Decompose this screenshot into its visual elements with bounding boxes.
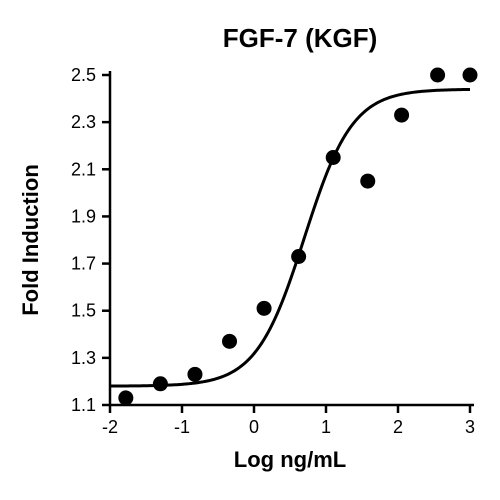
fit-curve (110, 89, 470, 386)
x-axis-ticks: -2 -1 0 1 2 3 (102, 405, 475, 437)
svg-text:3: 3 (465, 417, 475, 437)
svg-text:1: 1 (321, 417, 331, 437)
chart-title: FGF-7 (KGF) (223, 23, 378, 53)
svg-text:1.5: 1.5 (71, 301, 96, 321)
chart-axes (110, 71, 474, 405)
svg-text:0: 0 (249, 417, 259, 437)
y-axis-ticks: 1.1 1.3 1.5 1.7 1.9 2.1 2.3 2.5 (71, 65, 110, 415)
svg-text:2.5: 2.5 (71, 65, 96, 85)
x-axis-label: Log ng/mL (234, 447, 346, 472)
svg-text:2: 2 (393, 417, 403, 437)
svg-text:1.9: 1.9 (71, 206, 96, 226)
y-axis-label: Fold Induction (18, 164, 43, 316)
dose-response-chart: FGF-7 (KGF) Fold Induction Log ng/mL -2-… (0, 0, 500, 500)
svg-text:2.1: 2.1 (71, 159, 96, 179)
data-points (118, 68, 477, 406)
svg-text:1.7: 1.7 (71, 254, 96, 274)
svg-text:-2: -2 (102, 417, 118, 437)
svg-text:2.3: 2.3 (71, 112, 96, 132)
svg-text:1.3: 1.3 (71, 348, 96, 368)
svg-text:-1: -1 (174, 417, 190, 437)
svg-text:1.1: 1.1 (71, 395, 96, 415)
